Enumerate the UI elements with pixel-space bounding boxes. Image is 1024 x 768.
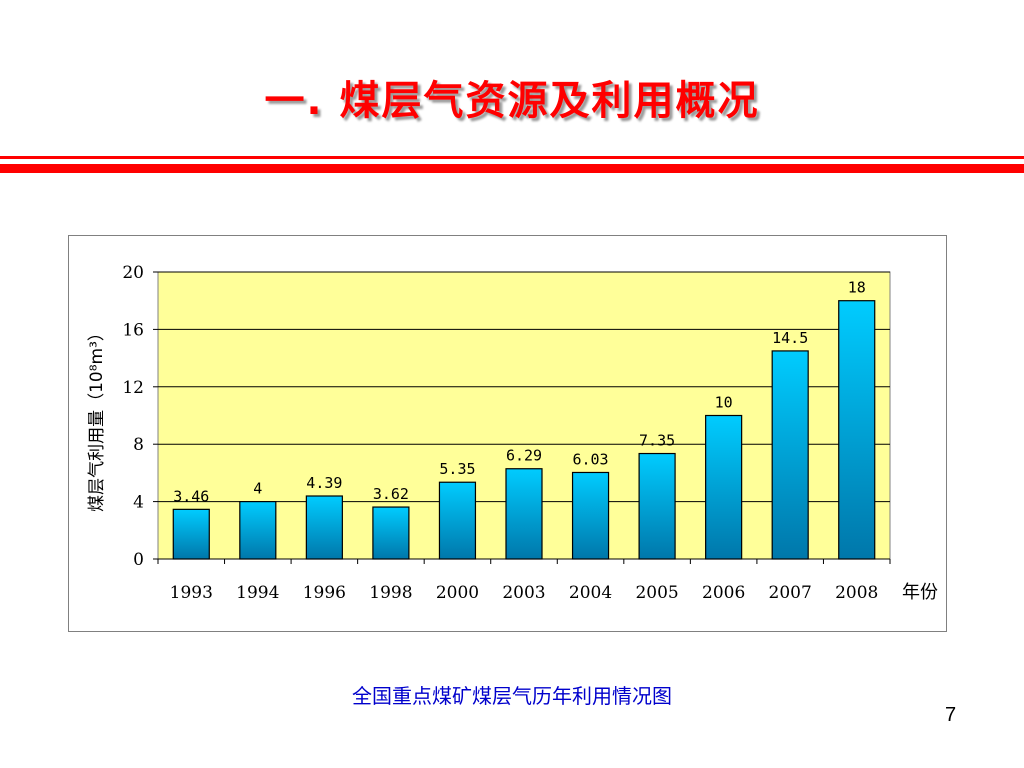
bar [239, 501, 277, 560]
chart-caption: 全国重点煤矿煤层气历年利用情况图 [352, 684, 672, 708]
bar [305, 495, 343, 560]
data-label: 4.39 [306, 474, 342, 492]
data-label: 4 [253, 480, 262, 498]
x-tick-label: 2003 [502, 583, 545, 603]
bar [172, 508, 210, 560]
bar [771, 350, 809, 560]
bar [505, 468, 543, 560]
data-label: 18 [848, 279, 866, 297]
bar [438, 481, 477, 560]
y-tick-label: 0 [133, 550, 144, 570]
x-axis-ticks: 1993 1994 1996 1998 2000 2003 2004 2005 2006 2007… [157, 559, 891, 603]
data-label: 5.35 [439, 460, 475, 478]
x-tick-label: 1993 [170, 583, 213, 603]
bar [838, 300, 876, 560]
data-label: 6.03 [572, 450, 608, 468]
x-axis-label: 年份 [902, 582, 938, 603]
x-tick-label: 2005 [635, 583, 678, 603]
data-label: 6.29 [506, 447, 542, 465]
x-tick-label: 2000 [436, 583, 479, 603]
x-tick-label: 2007 [769, 583, 812, 603]
data-labels: 3.46 4 4.39 3.62 5.35 6.29 6.03 7.35 10 14.5 18 [173, 279, 866, 506]
y-axis-ticks: 0 4 8 12 16 20 [122, 263, 158, 570]
y-axis-label: 煤层气利用量（10⁸m³） [87, 324, 107, 512]
data-label: 10 [715, 394, 733, 412]
bars [172, 300, 876, 560]
x-tick-label: 2006 [702, 583, 745, 603]
x-tick-label: 1996 [303, 583, 346, 603]
title-rule-thick [0, 164, 1024, 173]
data-label: 3.46 [173, 487, 209, 505]
y-tick-label: 4 [133, 493, 144, 513]
slide-title: 一. 煤层气资源及利用概况 [264, 78, 760, 124]
data-label: 3.62 [373, 485, 409, 503]
bar [571, 471, 610, 560]
data-label: 7.35 [639, 432, 675, 450]
x-tick-label: 1994 [236, 583, 279, 603]
title-rule-thin [0, 156, 1024, 159]
y-tick-label: 20 [122, 263, 144, 283]
x-tick-label: 1998 [369, 583, 412, 603]
y-tick-label: 16 [122, 320, 144, 340]
bar [372, 506, 410, 560]
y-tick-label: 8 [133, 435, 144, 455]
x-tick-label: 2004 [569, 583, 612, 603]
bar [705, 414, 743, 560]
bar [638, 452, 676, 560]
x-tick-label: 2008 [835, 583, 878, 603]
y-tick-label: 12 [122, 378, 144, 398]
page-number: 7 [945, 704, 957, 726]
data-label: 14.5 [772, 329, 808, 347]
